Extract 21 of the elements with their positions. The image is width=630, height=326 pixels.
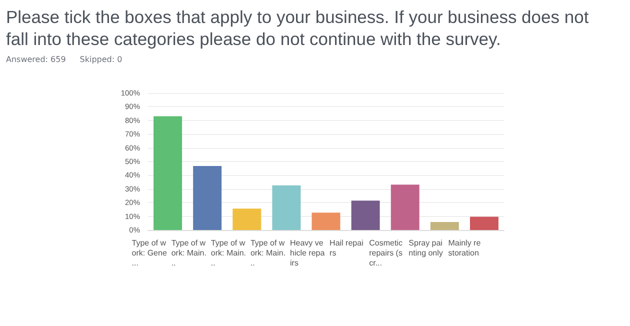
bar: [154, 116, 182, 230]
bar: [430, 222, 459, 230]
text: Skipped: 0: [80, 55, 122, 64]
bar: [272, 185, 301, 230]
x-tick-label: Spray painting only: [408, 238, 443, 258]
x-tick-label: Heavy vehicle repairs: [290, 238, 326, 268]
bar: [390, 184, 420, 230]
x-tick-label: Type of work: Main...: [250, 238, 286, 268]
x-tick-label: Hail repairs: [330, 238, 364, 258]
x-tick-label: Type of work: Main...: [210, 238, 246, 268]
text: Answered: 659: [6, 55, 66, 64]
bar: [470, 216, 498, 230]
bar: [351, 200, 380, 230]
x-tick-label: Mainly restoration: [448, 238, 482, 258]
x-tick-label: Type of work: Gene...: [132, 238, 168, 268]
chart-title: Please tick the boxes that apply to your business. If your business does not fall into these categories please do not continue with the survey.: [6, 6, 590, 50]
x-tick-label: Cosmetic repairs (scr...: [369, 238, 405, 268]
bar: [312, 212, 340, 230]
bar: [232, 208, 262, 230]
bar: [193, 166, 222, 230]
x-tick-label: Type of work: Main...: [171, 238, 206, 268]
